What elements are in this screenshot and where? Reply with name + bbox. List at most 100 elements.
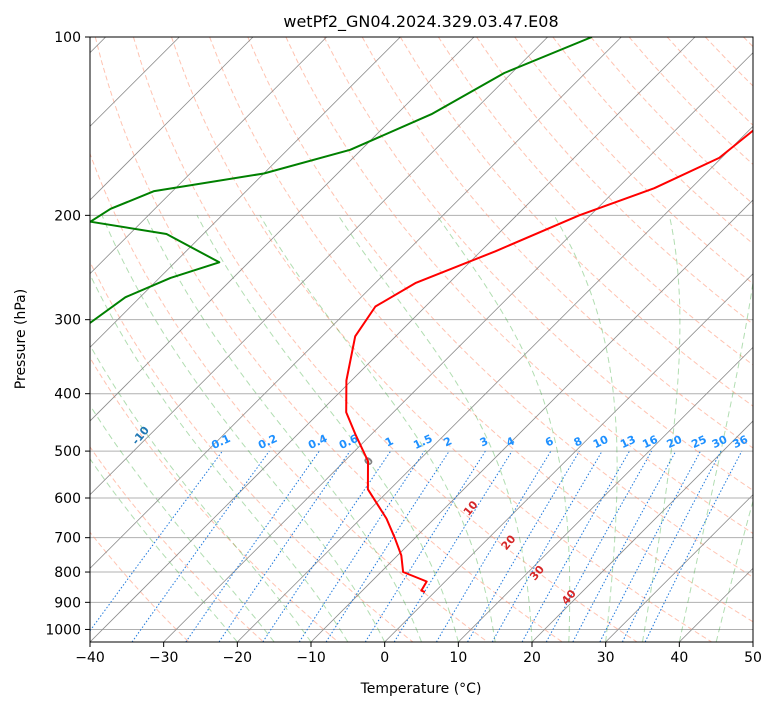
y-tick-label: 1000 (45, 622, 81, 638)
y-axis-label: Pressure (hPa) (13, 289, 29, 389)
mixing-ratio-line (599, 450, 701, 642)
moist-adiabat-label: 30 (527, 563, 547, 583)
dry-adiabat (90, 152, 488, 642)
moist-adiabat (553, 215, 618, 642)
mixing-ratio-line (435, 450, 552, 642)
mixing-ratio-line (131, 450, 270, 642)
x-tick-label: −40 (75, 650, 105, 666)
plot-frame (89, 36, 754, 643)
mixing-ratio-label: 16 (640, 433, 660, 451)
x-tick-label: 50 (744, 650, 762, 666)
x-tick-label: 40 (670, 650, 688, 666)
dry-adiabat (90, 446, 264, 642)
mixing-ratio-label: 3 (478, 434, 490, 449)
dry-adiabat (285, 37, 753, 535)
y-axis-ticks: 100 200 300 400 500 600 700 800 900 1000 (45, 30, 90, 638)
dry-adiabat (399, 37, 753, 407)
dry-adiabat (552, 37, 753, 245)
dewpoint-line (90, 37, 593, 325)
isotherm (90, 37, 622, 569)
moist-adiabat (90, 273, 349, 642)
skewed-isotherms (90, 37, 753, 642)
y-tick-label: 300 (54, 313, 81, 329)
isotherm (310, 199, 753, 642)
x-axis-ticks: −40 −30 −20 −10 0 10 20 30 40 50 (75, 642, 762, 666)
mixing-ratio-lines (90, 450, 743, 642)
y-tick-label: 800 (54, 565, 81, 581)
mixing-ratio-label: 20 (665, 433, 685, 451)
mixing-ratio-label: 2 (442, 434, 454, 449)
isotherm (605, 494, 753, 642)
isotherm (90, 37, 327, 275)
mixing-ratio-line (545, 450, 653, 642)
isotherm (458, 346, 753, 642)
y-tick-label: 400 (54, 387, 81, 403)
x-tick-label: 30 (597, 650, 615, 666)
dry-adiabat (209, 37, 753, 623)
x-axis-label: Temperature (°C) (360, 681, 482, 697)
moist-adiabat (101, 215, 386, 642)
x-tick-label: −10 (296, 650, 326, 666)
dry-adiabat (94, 37, 563, 642)
y-tick-label: 200 (54, 208, 81, 224)
isotherm (679, 567, 753, 642)
mixing-ratio-line (298, 450, 425, 642)
mixing-ratio-line (185, 450, 320, 642)
moist-adiabat (90, 344, 312, 642)
dry-adiabat (704, 37, 753, 87)
y-tick-label: 100 (54, 30, 81, 46)
dry-adiabat (476, 37, 753, 325)
dry-adiabat (514, 37, 753, 285)
dry-adiabat (437, 37, 753, 366)
mixing-ratio-label: 10 (591, 433, 611, 451)
moist-adiabat (337, 215, 533, 642)
mixing-ratio-label: 1 (383, 434, 395, 449)
mixing-ratio-label: 0.4 (306, 432, 329, 452)
dry-adiabat (132, 37, 638, 642)
moist-adiabat (259, 215, 496, 642)
isotherm (752, 641, 753, 642)
dry-adiabat (590, 37, 753, 205)
dry-adiabat (171, 37, 712, 642)
moist-adiabat (90, 457, 238, 642)
mixing-ratio-line (364, 450, 486, 642)
dry-adiabat (743, 37, 753, 48)
mixing-ratio-label: 30 (710, 433, 730, 451)
mixing-ratio-line (262, 450, 392, 642)
y-tick-label: 900 (54, 595, 81, 611)
x-tick-label: 0 (380, 650, 389, 666)
x-tick-label: 10 (449, 650, 467, 666)
isotherm (90, 37, 401, 348)
mixing-ratio-label: 8 (572, 434, 584, 449)
dry-adiabat-label: -10 (129, 424, 152, 448)
chart-title: wetPf2_GN04.2024.329.03.47.E08 (283, 12, 558, 32)
moist-adiabat (90, 404, 275, 642)
mixing-ratio-label: 13 (618, 433, 637, 451)
mixing-ratio-line (621, 450, 722, 642)
isotherm (237, 125, 753, 642)
temperature-line (345, 129, 753, 594)
mixing-ratio-line (572, 450, 677, 642)
y-tick-label: 700 (54, 531, 81, 547)
isotherm (90, 37, 254, 201)
x-tick-label: −30 (149, 650, 179, 666)
mixing-ratio-line (644, 450, 743, 642)
pressure-gridlines (90, 37, 753, 630)
profile-series (90, 37, 753, 594)
isotherm (163, 52, 753, 642)
mixing-ratio-line (393, 450, 513, 642)
x-tick-label: −20 (223, 650, 253, 666)
isotherm (90, 37, 696, 642)
y-tick-label: 500 (54, 444, 81, 460)
moist-adiabat (436, 215, 571, 642)
isotherm (384, 273, 753, 642)
dry-adiabats (90, 37, 753, 642)
dry-adiabat-label: -30 (0, 373, 5, 397)
moist-adiabat (144, 215, 422, 642)
moist-adiabat (196, 215, 459, 642)
dry-adiabat (323, 37, 753, 491)
y-tick-label: 600 (54, 491, 81, 507)
